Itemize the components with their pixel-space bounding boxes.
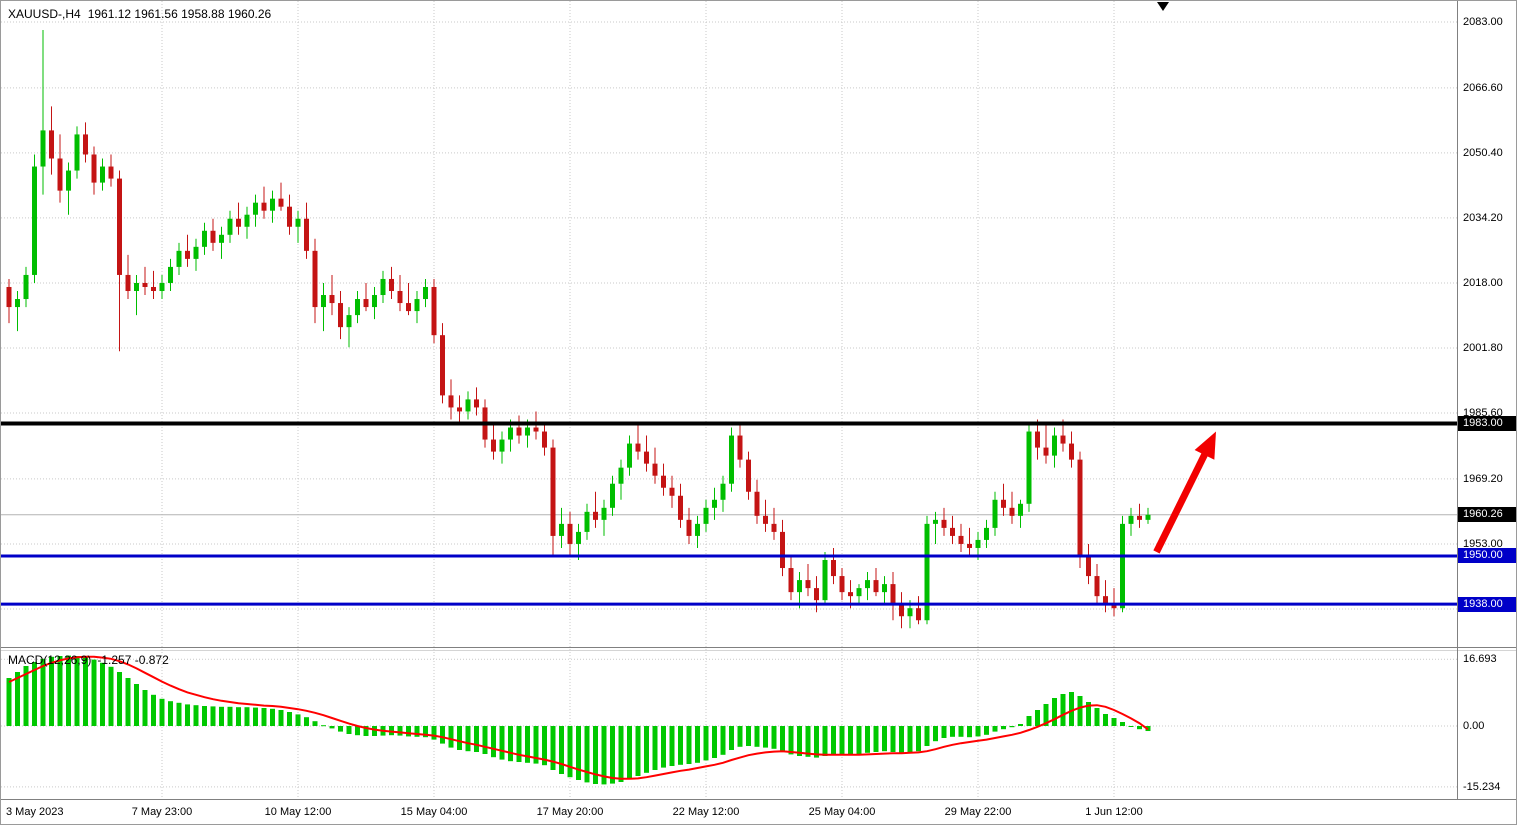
chart-shift-marker[interactable]: [1157, 2, 1169, 11]
macd-values: -1.257 -0.872: [97, 653, 169, 667]
symbol-period-label: XAUUSD-,H4: [8, 7, 81, 21]
macd-indicator-label: MACD(12,26,9) -1.257 -0.872: [8, 653, 169, 667]
ohlc-quote: 1961.12 1961.56 1958.88 1960.26: [87, 7, 272, 21]
macd-signal-line: [8, 655, 1149, 780]
candles-layer: [6, 30, 1151, 629]
macd-name: MACD(12,26,9): [8, 653, 92, 667]
trend-arrow[interactable]: [1153, 431, 1217, 554]
grid-layer: [1, 1, 1457, 799]
macd-layer: [6, 655, 1151, 785]
chart-title: XAUUSD-,H4 1961.12 1961.56 1958.88 1960.2…: [8, 7, 271, 21]
